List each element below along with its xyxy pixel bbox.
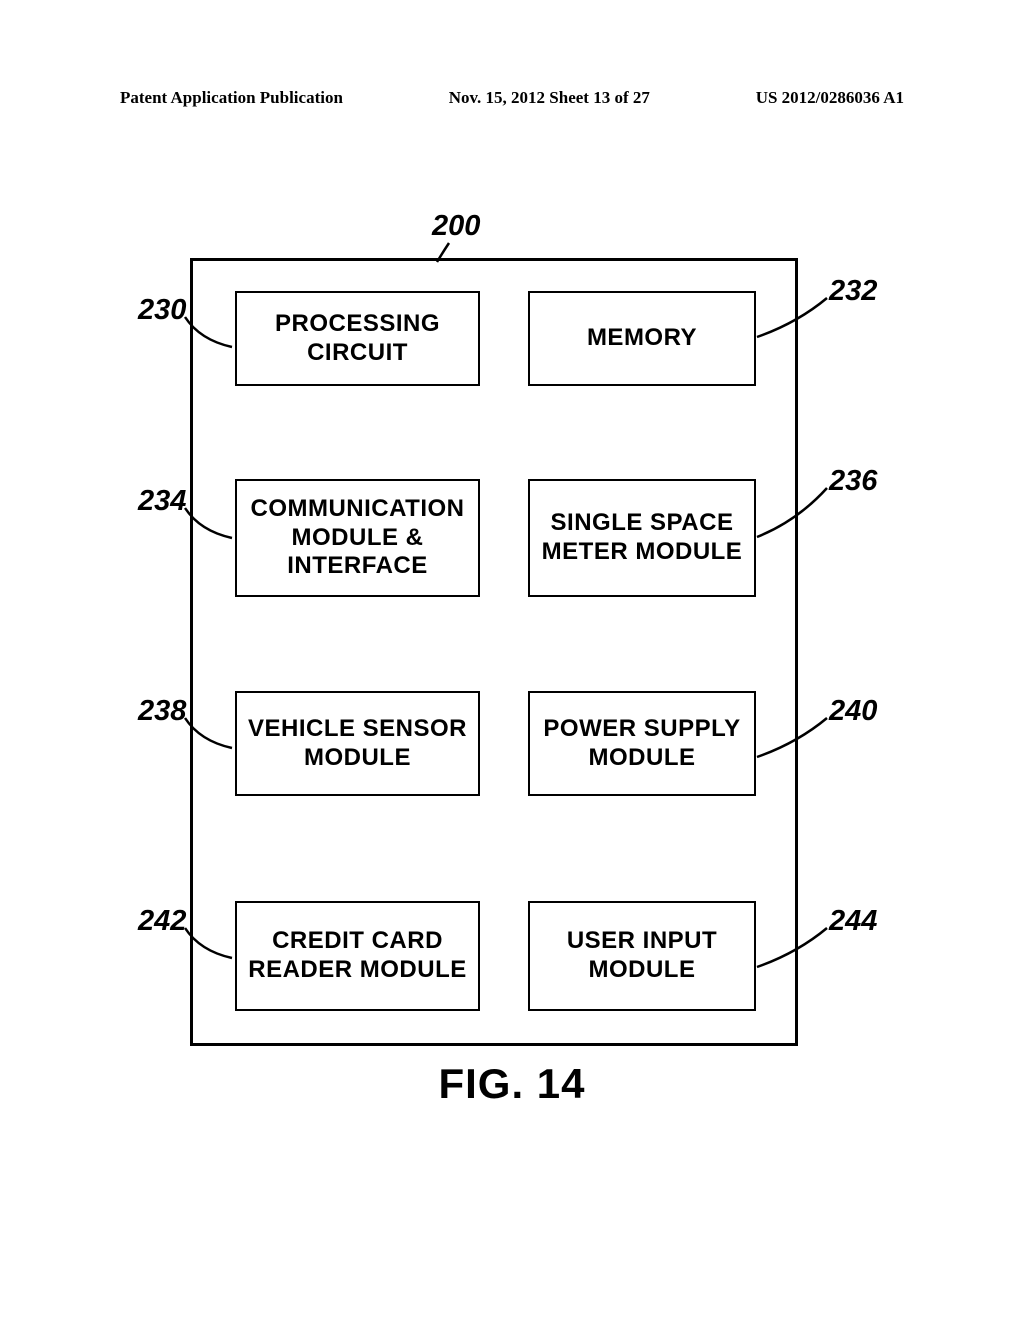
box-memory: MEMORY [528, 291, 756, 386]
leader-232 [752, 293, 832, 343]
header-publication: Patent Application Publication [120, 88, 343, 108]
ref-244: 244 [829, 905, 877, 938]
box-label: PROCESSING CIRCUIT [237, 310, 478, 368]
ref-236: 236 [829, 465, 877, 498]
box-label: COMMUNICATION MODULE & INTERFACE [250, 495, 464, 581]
box-label: VEHICLE SENSOR MODULE [248, 715, 467, 773]
ref-232: 232 [829, 275, 877, 308]
box-power-supply: POWER SUPPLY MODULE [528, 691, 756, 796]
figure-caption: FIG. 14 [0, 1060, 1024, 1108]
ref-240: 240 [829, 695, 877, 728]
leader-236 [752, 483, 832, 543]
box-single-space-meter: SINGLE SPACE METER MODULE [528, 479, 756, 597]
leader-244 [752, 923, 832, 973]
box-credit-card-reader: CREDIT CARD READER MODULE [235, 901, 480, 1011]
box-communication-module: COMMUNICATION MODULE & INTERFACE [235, 479, 480, 597]
header-patent-number: US 2012/0286036 A1 [756, 88, 904, 108]
box-label: CREDIT CARD READER MODULE [248, 927, 467, 985]
leader-238 [180, 713, 240, 753]
box-label: USER INPUT MODULE [567, 927, 717, 985]
block-diagram: PROCESSING CIRCUIT MEMORY COMMUNICATION … [190, 258, 798, 1046]
box-label: POWER SUPPLY MODULE [543, 715, 740, 773]
leader-242 [180, 923, 240, 963]
box-label: MEMORY [587, 324, 697, 353]
box-label: SINGLE SPACE METER MODULE [542, 509, 743, 567]
leader-240 [752, 713, 832, 763]
page-header: Patent Application Publication Nov. 15, … [120, 88, 904, 108]
box-vehicle-sensor: VEHICLE SENSOR MODULE [235, 691, 480, 796]
header-date-sheet: Nov. 15, 2012 Sheet 13 of 27 [449, 88, 650, 108]
leader-230 [180, 312, 240, 352]
box-user-input: USER INPUT MODULE [528, 901, 756, 1011]
box-processing-circuit: PROCESSING CIRCUIT [235, 291, 480, 386]
ref-container: 200 [432, 210, 480, 243]
leader-234 [180, 503, 240, 543]
